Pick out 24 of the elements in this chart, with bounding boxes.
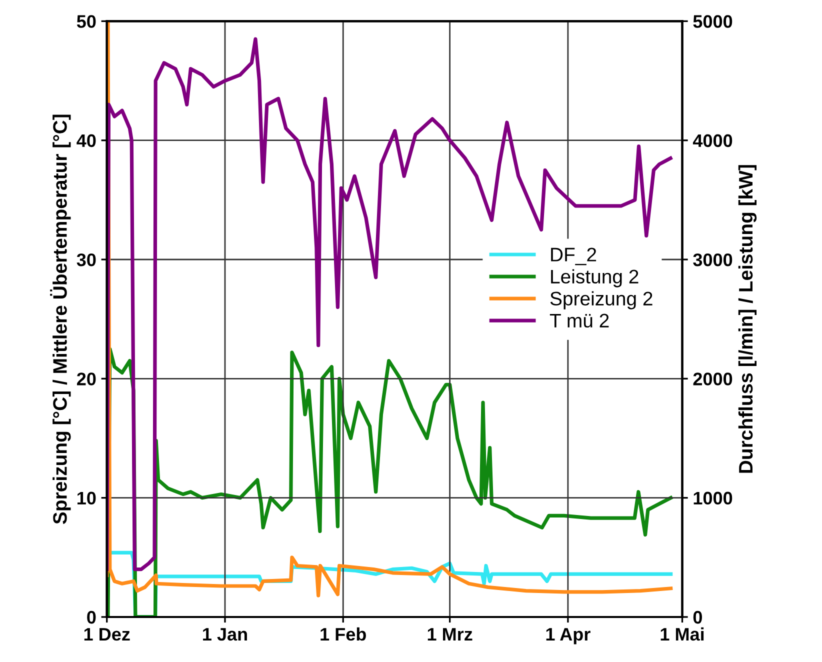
y-axis-title: Spreizung [°C] / Mittlere Übertemperatur [°C] bbox=[50, 114, 71, 524]
y2-tick-label: 4000 bbox=[692, 134, 732, 148]
y-tick-label: 0 bbox=[87, 610, 96, 624]
y-tick-label: 50 bbox=[76, 15, 96, 28]
x-tick-label: 1 Mai bbox=[660, 627, 704, 641]
x-tick-label: 1 Jan bbox=[203, 628, 247, 641]
y-tick-label: 40 bbox=[76, 134, 96, 148]
x-tick-label: 1 Apr bbox=[546, 628, 590, 644]
legend-label: Spreizung 2 bbox=[550, 291, 652, 310]
y2-tick-label: 2000 bbox=[693, 372, 732, 386]
x-tick-label: 1 Mrz bbox=[428, 628, 472, 640]
legend-label: Leistung 2 bbox=[551, 269, 638, 288]
y-tick-label: 10 bbox=[78, 492, 96, 505]
x-tick-label: 1 Dez bbox=[84, 628, 130, 641]
x-tick-label: 1 Feb bbox=[320, 627, 366, 641]
y-tick-label: 20 bbox=[76, 372, 96, 386]
y2-tick-label: 3000 bbox=[693, 253, 732, 266]
legend-label: T mü 2 bbox=[550, 314, 609, 328]
y2-tick-label: 5000 bbox=[693, 15, 732, 28]
y-tick-label: 30 bbox=[76, 253, 96, 266]
y2-axis-title: Durchfluss [l/min] / Leistung [kW] bbox=[738, 165, 757, 473]
y2-tick-label: 0 bbox=[693, 610, 702, 624]
legend-label: DF_2 bbox=[551, 248, 596, 266]
y2-tick-label: 1000 bbox=[694, 492, 732, 505]
